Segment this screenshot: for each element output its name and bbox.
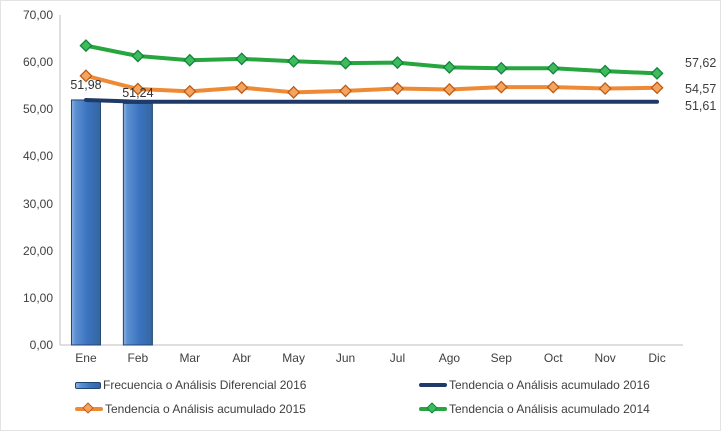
diamond-marker	[235, 52, 249, 66]
legend-item-tendencia-acumulado-2016: Tendencia o Análisis acumulado 2016	[419, 377, 650, 393]
x-axis-category-label: Sep	[490, 351, 512, 365]
diamond-marker	[546, 80, 560, 94]
bar	[122, 102, 153, 346]
diamond-marker	[131, 49, 145, 63]
legend-item-tendencia-acumulado-2015: Tendencia o Análisis acumulado 2015	[75, 401, 306, 417]
legend-label: Tendencia o Análisis acumulado 2014	[449, 402, 650, 416]
diamond-marker	[650, 81, 664, 95]
diamond-marker	[650, 66, 664, 80]
x-axis-category-label: Dic	[648, 351, 666, 365]
bar-data-label: 51,98	[70, 77, 102, 92]
series-end-label: 57,62	[685, 56, 717, 71]
x-axis-category-label: Nov	[594, 351, 616, 365]
legend-item-frecuencia-diferencial-2016: Frecuencia o Análisis Diferencial 2016	[75, 377, 306, 393]
diamond-marker	[79, 69, 93, 83]
diamond-marker	[494, 80, 508, 94]
diamond-marker	[183, 53, 197, 67]
line-series	[83, 97, 660, 104]
x-axis-category-label: Jun	[335, 351, 356, 365]
diamond-marker	[442, 60, 456, 74]
x-axis-category-label: Feb	[127, 351, 149, 365]
line-series	[83, 73, 660, 95]
diamond-marker	[339, 56, 353, 70]
diamond-icon	[82, 401, 94, 414]
legend-item-tendencia-acumulado-2014: Tendencia o Análisis acumulado 2014	[419, 401, 650, 417]
bar-data-label: 51,24	[122, 86, 154, 101]
x-axis-category-label: Ago	[438, 351, 461, 365]
legend-line-marker	[419, 383, 447, 387]
y-axis-tick-label: 20,00	[22, 243, 53, 258]
diamond-marker	[390, 82, 404, 96]
y-axis-tick-label: 70,00	[22, 8, 53, 22]
bar	[70, 99, 101, 346]
line-series	[83, 43, 660, 76]
y-axis-tick-label: 0,00	[29, 338, 53, 352]
x-axis-category-label: Ene	[75, 351, 97, 365]
x-axis-category-label: May	[282, 351, 305, 365]
series-end-label: 54,57	[685, 81, 717, 96]
diamond-marker	[442, 82, 456, 97]
diamond-marker	[183, 84, 197, 98]
diamond-marker	[494, 61, 508, 75]
y-axis-tick-label: 40,00	[22, 149, 53, 164]
diamond-marker	[287, 54, 301, 68]
diamond-marker	[598, 82, 612, 96]
y-axis-tick-label: 30,00	[22, 196, 53, 211]
legend-label: Tendencia o Análisis acumulado 2016	[449, 378, 650, 392]
x-axis-category-label: Jul	[389, 351, 406, 365]
diamond-marker	[546, 61, 560, 75]
x-axis-category-label: Mar	[179, 351, 201, 365]
legend-label: Frecuencia o Análisis Diferencial 2016	[103, 378, 307, 392]
diamond-marker	[287, 85, 301, 99]
legend-line-diamond-marker	[419, 401, 447, 414]
diamond-icon	[426, 401, 438, 414]
diamond-marker	[339, 84, 353, 98]
x-axis-category-label: Oct	[543, 351, 563, 365]
diamond-marker	[390, 56, 404, 70]
diamond-marker	[598, 64, 612, 78]
y-axis-tick-label: 50,00	[22, 102, 53, 117]
y-axis-tick-label: 10,00	[22, 290, 53, 305]
diamond-marker	[79, 39, 93, 53]
series-end-label: 51,61	[685, 98, 717, 113]
x-axis-category-label: Abr	[232, 351, 252, 365]
legend-label: Tendencia o Análisis acumulado 2015	[105, 402, 306, 416]
diamond-marker	[131, 82, 145, 96]
legend-bar-marker	[75, 381, 101, 389]
diamond-marker	[235, 81, 249, 95]
y-axis-tick-label: 60,00	[22, 55, 53, 70]
legend-line-diamond-marker	[75, 401, 103, 414]
